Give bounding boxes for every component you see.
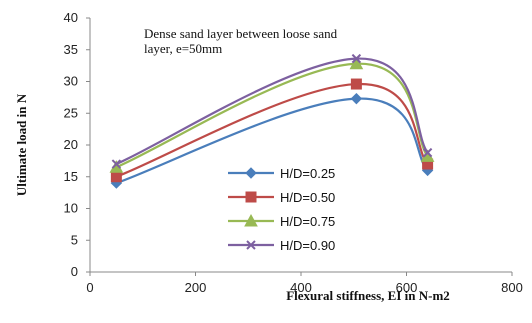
- y-tick-label: 10: [64, 201, 78, 216]
- x-tick-label: 800: [501, 280, 523, 295]
- series-H/D=0.25: [110, 92, 434, 189]
- y-tick-label: 0: [71, 264, 78, 279]
- annotation-line-1: Dense sand layer between loose sand: [144, 26, 338, 41]
- x-tick-label: 0: [86, 280, 93, 295]
- series-H/D=0.90: [111, 53, 433, 169]
- x-tick-label: 400: [290, 280, 312, 295]
- legend-label: H/D=0.90: [280, 238, 335, 253]
- legend-label: H/D=0.25: [280, 166, 335, 181]
- data-point-x: [111, 159, 122, 169]
- y-tick-label: 20: [64, 137, 78, 152]
- series-line: [115, 82, 429, 178]
- y-tick-label: 25: [64, 105, 78, 120]
- series-group: [109, 53, 435, 189]
- legend-item: H/D=0.90: [228, 238, 335, 253]
- y-axis-title: Ultimate load in N: [14, 93, 29, 196]
- legend: H/D=0.25 H/D=0.50 H/D=0.75 H/D=0.90: [228, 166, 335, 253]
- x-tick-label: 200: [185, 280, 207, 295]
- y-tick-label: 5: [71, 232, 78, 247]
- series-line: [116, 97, 429, 185]
- legend-item: H/D=0.25: [228, 166, 335, 181]
- x-axis-title: Flexural stiffness, EI in N-m2: [286, 288, 450, 303]
- data-point-triangle: [349, 56, 364, 70]
- y-ticks: 0 5 10 15 20 25 30 35 40: [64, 10, 90, 279]
- y-tick-label: 30: [64, 74, 78, 89]
- annotation-line-2: layer, e=50mm: [144, 41, 222, 56]
- data-point-x: [422, 147, 433, 158]
- data-point-x: [351, 53, 362, 64]
- legend-label: H/D=0.75: [280, 214, 335, 229]
- data-point-triangle: [244, 213, 258, 227]
- series-line: [115, 62, 429, 169]
- x-ticks: 0 200 400 600 800: [86, 272, 523, 295]
- legend-item: H/D=0.75: [228, 213, 335, 229]
- data-point-diamond: [245, 167, 257, 179]
- y-tick-label: 40: [64, 10, 78, 25]
- y-tick-label: 35: [64, 42, 78, 57]
- data-point-square: [245, 191, 257, 203]
- series-line: [115, 57, 429, 166]
- data-point-x: [246, 240, 256, 250]
- data-point-diamond: [350, 92, 363, 105]
- legend-label: H/D=0.50: [280, 190, 335, 205]
- x-tick-label: 600: [396, 280, 418, 295]
- y-tick-label: 15: [64, 169, 78, 184]
- legend-item: H/D=0.50: [228, 190, 335, 205]
- data-point-square: [350, 78, 362, 90]
- data-point-square: [110, 171, 122, 183]
- series-H/D=0.75: [109, 56, 435, 173]
